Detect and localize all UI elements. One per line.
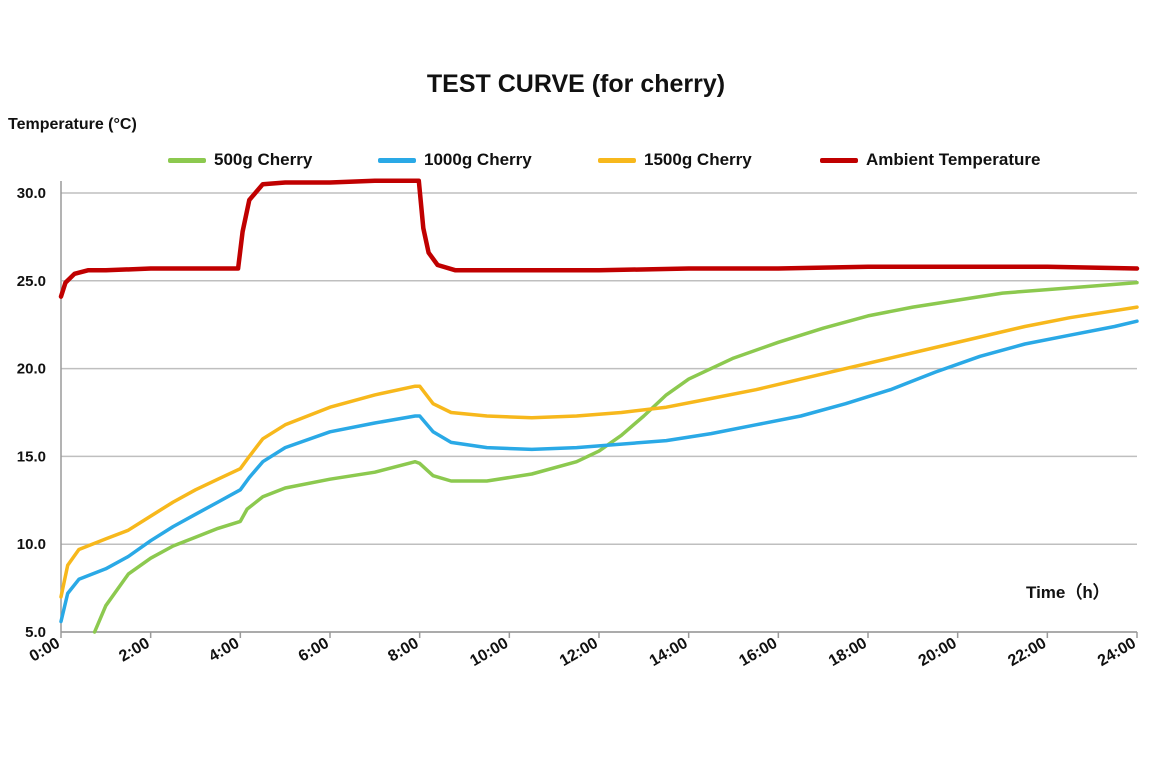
series-line-0	[92, 280, 1139, 634]
y-axis-label: Temperature (°C)	[8, 116, 137, 133]
legend-item-1000g: 1000g Cherry	[378, 150, 532, 170]
legend-swatch	[598, 157, 636, 163]
y-tick-label: 20.0	[17, 361, 46, 378]
y-tick-label: 5.0	[25, 624, 46, 641]
x-tick-label: 18:00	[826, 635, 870, 670]
x-tick-label: 8:00	[385, 635, 421, 666]
legend-item-1500g: 1500g Cherry	[598, 150, 752, 170]
y-tick-label: 25.0	[17, 273, 46, 290]
legend-swatch	[168, 157, 206, 163]
legend: 500g Cherry 1000g Cherry 1500g Cherry Am…	[0, 150, 1152, 174]
legend-swatch	[378, 157, 416, 163]
x-tick-label: 12:00	[557, 635, 601, 670]
legend-label: 1500g Cherry	[644, 150, 752, 169]
legend-label: 500g Cherry	[214, 150, 313, 169]
legend-label: Ambient Temperature	[866, 150, 1041, 169]
x-axis-label: Time（h）	[1026, 583, 1110, 602]
x-tick-label: 16:00	[736, 635, 780, 670]
x-tick-label: 22:00	[1005, 635, 1049, 670]
legend-label: 1000g Cherry	[424, 150, 532, 169]
legend-item-ambient: Ambient Temperature	[820, 150, 1040, 170]
y-tick-label: 15.0	[17, 448, 46, 465]
x-tick-label: 2:00	[116, 635, 152, 666]
legend-item-500g: 500g Cherry	[168, 150, 312, 170]
x-tick-label: 6:00	[296, 635, 332, 666]
x-tick-label: 14:00	[647, 635, 691, 670]
y-tick-label: 30.0	[17, 185, 46, 202]
series-line-2	[59, 305, 1139, 599]
series-line-1	[59, 319, 1139, 624]
legend-swatch	[820, 157, 858, 163]
x-tick-label: 10:00	[467, 635, 511, 670]
x-tick-label: 24:00	[1095, 635, 1139, 670]
chart-title: TEST CURVE (for cherry)	[426, 70, 726, 98]
x-tick-label: 20:00	[916, 635, 960, 670]
y-tick-label: 10.0	[17, 536, 46, 553]
series-line-3	[58, 178, 1140, 299]
x-tick-label: 4:00	[206, 635, 242, 666]
